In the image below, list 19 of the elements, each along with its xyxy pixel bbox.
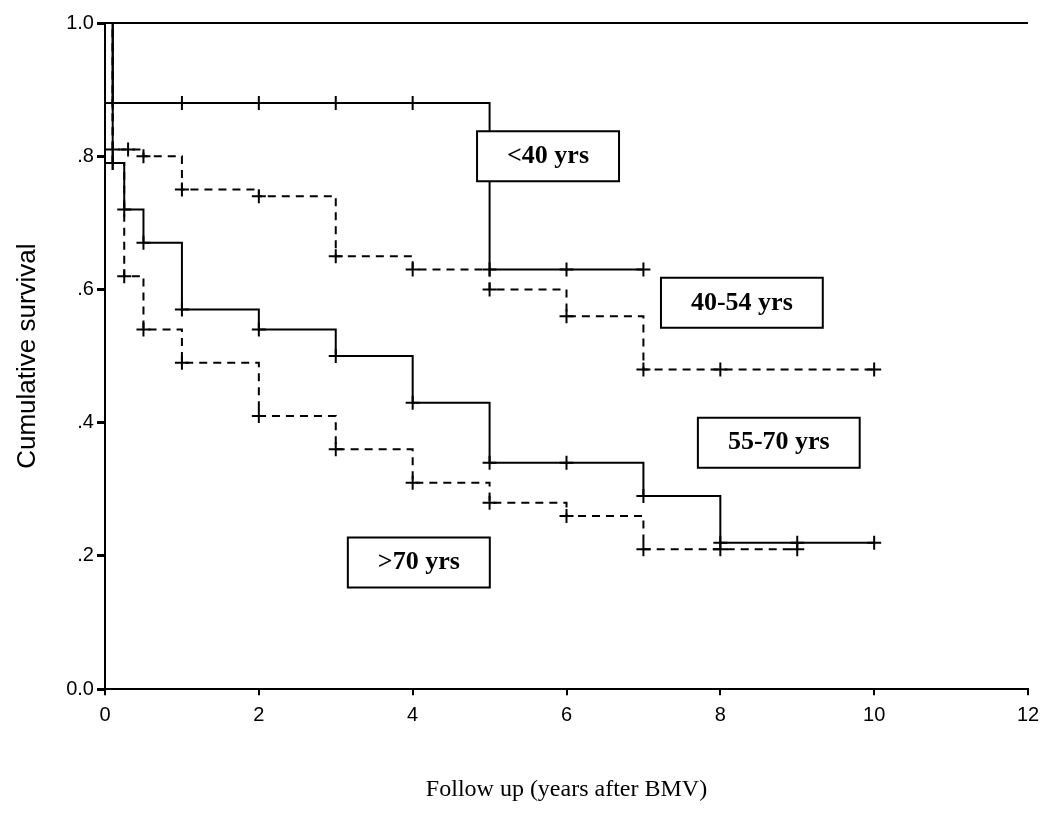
y-tick-label: .2	[77, 543, 94, 566]
series-label: <40 yrs	[507, 139, 590, 169]
y-tick-label: .8	[77, 143, 94, 166]
x-tick-label: 12	[1016, 702, 1040, 725]
x-tick-label: 4	[407, 702, 419, 725]
series-label: >70 yrs	[377, 546, 460, 576]
series-label: 40-54 yrs	[690, 286, 793, 316]
y-tick-label: 0.0	[66, 676, 94, 699]
y-axis-title: Cumulative survival	[10, 243, 41, 469]
x-tick-label: 2	[253, 702, 265, 725]
x-tick-label: 8	[714, 702, 726, 725]
x-tick-label: 0	[99, 702, 111, 725]
x-axis-title: Follow up (years after BMV)	[425, 774, 708, 801]
y-tick-label: 1.0	[66, 10, 94, 33]
x-tick-label: 6	[560, 702, 573, 725]
y-tick-label: .6	[77, 277, 94, 299]
x-tick-label: 10	[863, 702, 886, 725]
y-tick-label: .4	[77, 410, 94, 433]
series-label: 55-70 yrs	[727, 426, 830, 456]
